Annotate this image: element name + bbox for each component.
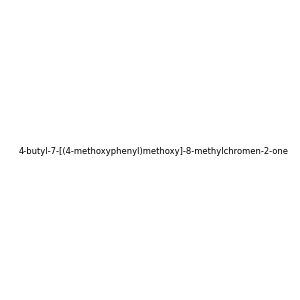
Text: 4-butyl-7-[(4-methoxyphenyl)methoxy]-8-methylchromen-2-one: 4-butyl-7-[(4-methoxyphenyl)methoxy]-8-m…: [19, 147, 289, 156]
